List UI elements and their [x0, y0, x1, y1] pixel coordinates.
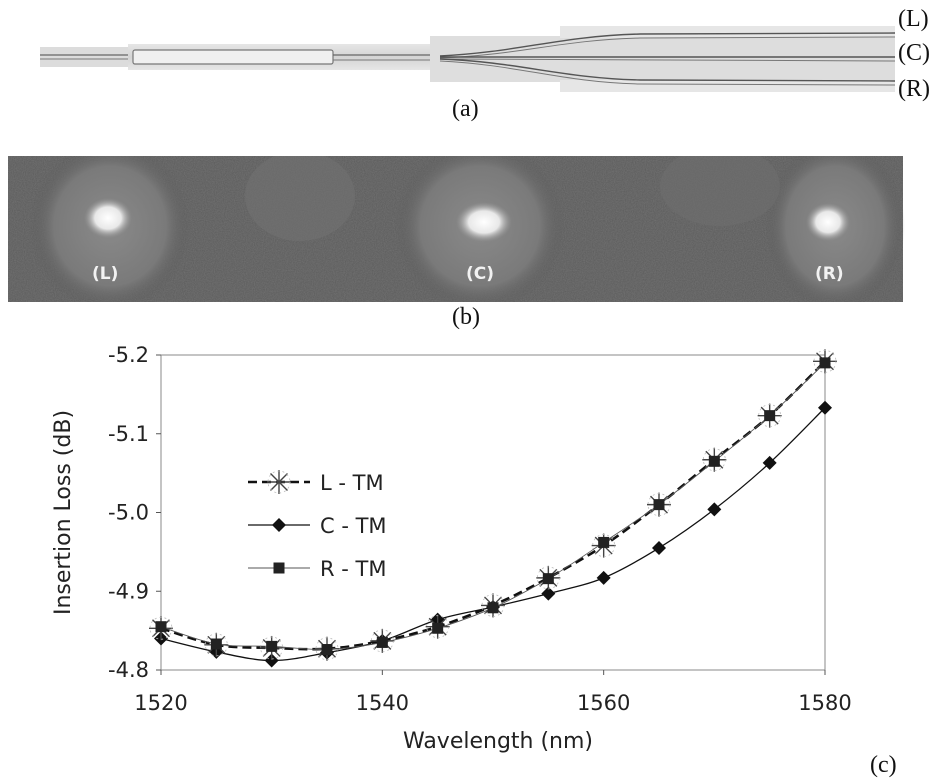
y-tick-label: -5.2: [108, 343, 149, 367]
asterisk-halo: [267, 470, 291, 494]
data-point: [762, 455, 777, 470]
panel-label-a: (a): [452, 96, 479, 122]
y-axis-label: Insertion Loss (dB): [51, 410, 76, 615]
y-tick-label: -4.8: [108, 658, 149, 682]
spot-label-right: (R): [815, 264, 844, 284]
data-point: [653, 499, 665, 511]
data-point: [818, 400, 832, 415]
legend-entry: R - TM: [248, 557, 386, 581]
port-label-center: (C): [898, 40, 930, 66]
asterisk-halo: [481, 594, 505, 617]
asterisk-halo: [592, 534, 616, 557]
asterisk-halo: [204, 633, 228, 657]
waveguide-micrograph: [40, 26, 896, 92]
legend-swatch-marker: [267, 470, 291, 494]
port-label-right: (R): [898, 76, 930, 102]
legend-swatch-marker: [272, 518, 286, 532]
x-axis-label: Wavelength (nm): [403, 729, 593, 754]
panel-label-b: (b): [452, 304, 480, 330]
data-point: [541, 586, 556, 601]
spot-label-center: (C): [466, 264, 495, 284]
data-point: [819, 357, 831, 369]
data-point: [598, 536, 610, 548]
data-point: [708, 455, 720, 467]
data-point: [596, 570, 611, 585]
asterisk-stroke: [270, 473, 288, 491]
x-tick-label: 1560: [577, 691, 630, 715]
data-point: [707, 502, 722, 517]
data-point: [376, 636, 388, 648]
y-tick-label: -4.9: [108, 579, 149, 603]
legend-swatch-marker: [273, 562, 285, 574]
legend-label: R - TM: [320, 557, 386, 581]
insertion-loss-chart: 1520 1540 1560 1580 -5.2 -5.1 -5.0 -4.9 -4.8 Wave…: [51, 343, 852, 754]
spot-label-left: (L): [92, 264, 119, 284]
y-tick-label: -5.1: [108, 422, 149, 446]
y-tick-label: -5.0: [108, 501, 149, 525]
asterisk-halo: [758, 404, 782, 428]
asterisk-halo: [426, 615, 450, 639]
asterisk-halo: [647, 493, 671, 517]
panel-label-c: (c): [870, 752, 897, 778]
legend-entry: L - TM: [248, 470, 384, 495]
plot-area: [160, 354, 826, 671]
data-point: [542, 573, 554, 585]
data-point: [321, 644, 333, 656]
mode-profile-image: [8, 156, 905, 302]
legend-entry: C - TM: [248, 514, 387, 538]
asterisk-halo: [370, 629, 394, 653]
x-tick-label: 1580: [798, 691, 851, 715]
data-point: [264, 653, 279, 668]
legend-label: L - TM: [320, 471, 384, 495]
data-point: [487, 602, 499, 614]
data-point: [432, 622, 444, 634]
series-square: [155, 357, 831, 656]
x-tick-label: 1520: [134, 691, 187, 715]
port-label-left: (L): [898, 6, 929, 32]
data-point: [266, 640, 278, 652]
asterisk-halo: [260, 636, 284, 660]
data-point: [210, 638, 222, 650]
data-point: [155, 621, 167, 633]
data-point: [652, 540, 666, 555]
x-tick-label: 1540: [356, 691, 409, 715]
data-point: [764, 410, 776, 422]
asterisk-halo: [149, 616, 173, 640]
legend-label: C - TM: [320, 514, 387, 538]
